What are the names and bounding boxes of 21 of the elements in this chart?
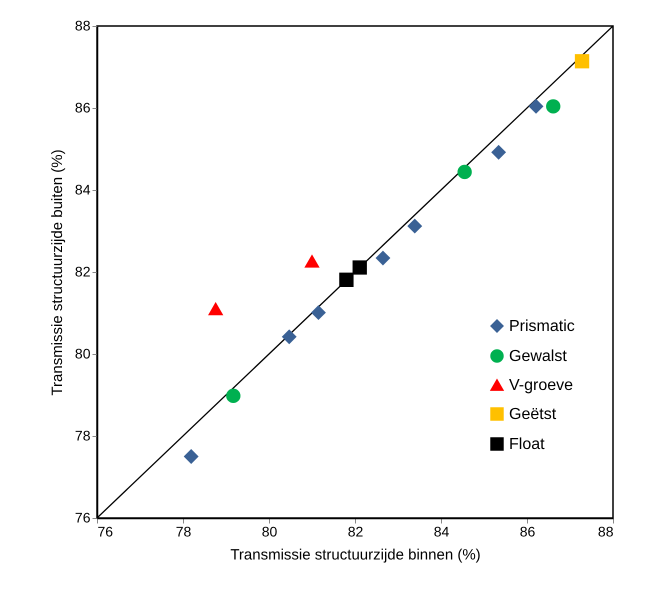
legend-label: Gewalst	[509, 348, 568, 365]
y-tick-label: 86	[74, 100, 91, 116]
y-tick-label: 76	[74, 510, 91, 526]
y-tick-label: 78	[74, 428, 91, 444]
x-tick-label: 84	[434, 524, 450, 540]
legend-label: Float	[509, 436, 546, 453]
legend-label: Geëtst	[509, 406, 557, 423]
legend-label: V-groeve	[509, 377, 574, 394]
y-tick-label: 84	[74, 182, 91, 198]
x-tick-label: 78	[176, 524, 192, 540]
y-tick-label: 82	[74, 264, 91, 280]
y-tick-label: 80	[74, 346, 91, 362]
x-tick-label: 76	[98, 524, 114, 540]
x-tick-label: 86	[520, 524, 536, 540]
y-axis-title: Transmissie structuurzijde buiten (%)	[48, 149, 66, 396]
x-tick-label: 88	[598, 524, 614, 540]
legend-label: Prismatic	[509, 318, 575, 335]
x-tick-label: 82	[348, 524, 364, 540]
x-axis-title: Transmissie structuurzijde binnen (%)	[230, 546, 481, 564]
x-tick-label: 80	[262, 524, 278, 540]
y-tick-label: 88	[74, 18, 91, 34]
